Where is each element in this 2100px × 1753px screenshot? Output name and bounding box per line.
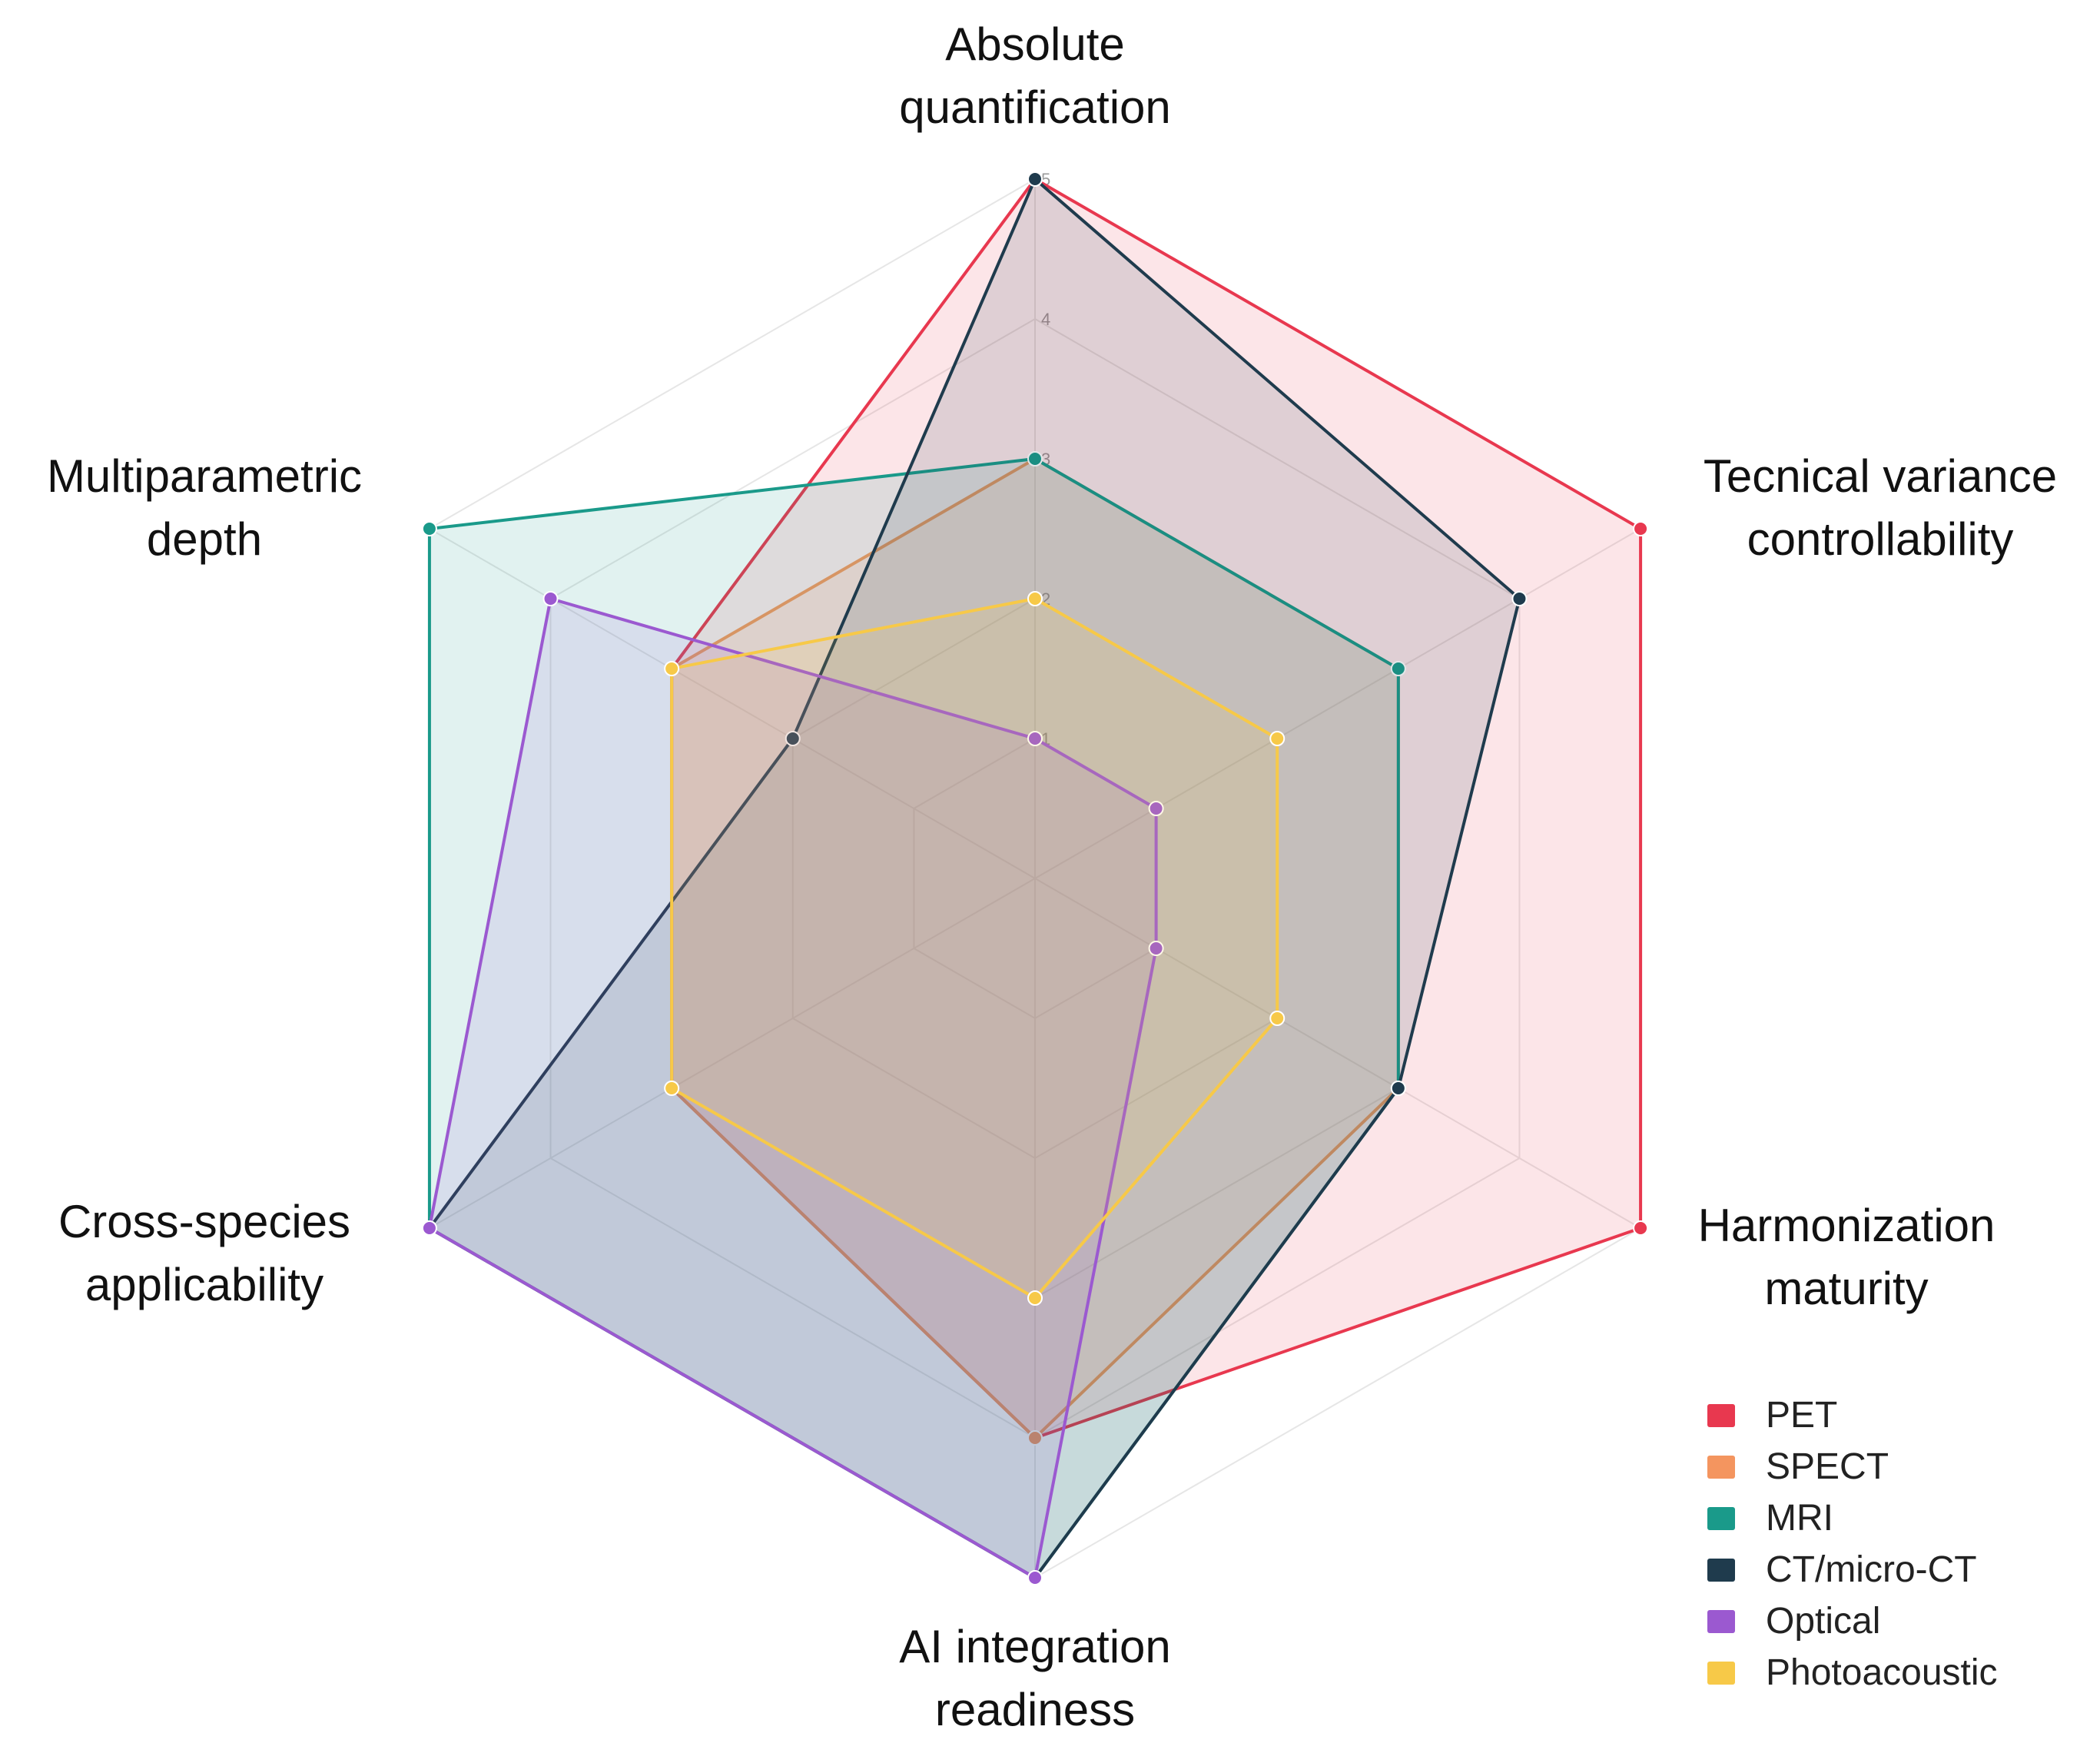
data-point	[1269, 731, 1286, 746]
data-point	[1390, 661, 1406, 676]
data-point	[1027, 591, 1043, 606]
legend-item: CT/micro-CT	[1707, 1549, 1977, 1590]
axis-label-line: Harmonization	[1698, 1200, 1995, 1251]
axis-label-line: controllability	[1747, 513, 2014, 565]
legend-swatch	[1707, 1559, 1735, 1582]
data-series	[421, 171, 1649, 1585]
axis-label-line: Absolute	[945, 18, 1125, 70]
legend-item: Photoacoustic	[1707, 1652, 1998, 1693]
legend-item: SPECT	[1707, 1446, 1889, 1487]
legend-item: MRI	[1707, 1498, 1833, 1539]
data-point	[1027, 171, 1043, 187]
grid-spoke	[429, 878, 1036, 1229]
legend-label: CT/micro-CT	[1766, 1549, 1977, 1590]
axis-label: Tecnical variance controllability	[1704, 450, 2057, 565]
tick-label: 4	[1041, 310, 1050, 329]
legend-item: Optical	[1707, 1601, 1880, 1642]
axis-label-line: depth	[147, 513, 262, 565]
axis-label-line: Tecnical variance	[1704, 450, 2057, 502]
data-point	[1027, 1570, 1043, 1585]
data-point	[1390, 1081, 1406, 1096]
data-point	[1148, 941, 1164, 956]
axis-label: Cross-species applicability	[58, 1196, 350, 1310]
data-point	[542, 591, 559, 606]
series-optical	[421, 591, 1164, 1585]
data-point	[785, 731, 801, 746]
data-point	[1027, 451, 1043, 466]
legend-item: PET	[1707, 1395, 1837, 1436]
legend-swatch	[1707, 1404, 1735, 1427]
grid-spoke	[1034, 878, 1641, 1229]
data-point	[1269, 1011, 1286, 1026]
axis-label: Absolute quantification	[899, 18, 1171, 133]
grid-spoke	[1034, 528, 1641, 879]
axis-label-line: readiness	[935, 1684, 1135, 1735]
data-point	[1148, 801, 1164, 816]
axis-label-line: AI integration	[899, 1621, 1171, 1672]
legend-swatch	[1707, 1456, 1735, 1479]
axis-label-line: maturity	[1764, 1263, 1928, 1314]
axis-label: Harmonization maturity	[1698, 1200, 1995, 1314]
legend-label: MRI	[1766, 1498, 1833, 1539]
legend-label: Photoacoustic	[1766, 1652, 1998, 1693]
data-point	[421, 1220, 437, 1236]
axis-label-line: quantification	[899, 81, 1171, 133]
data-point	[1633, 521, 1649, 536]
axis-label-line: Multiparametric	[47, 450, 362, 502]
data-point	[1027, 1290, 1043, 1306]
series-photoacoustic	[664, 591, 1286, 1306]
axis-label-line: applicability	[85, 1259, 323, 1310]
data-point	[1633, 1220, 1649, 1236]
data-point	[664, 1081, 680, 1096]
legend-swatch	[1707, 1662, 1735, 1685]
data-point	[1511, 591, 1528, 606]
axis-label: AI integration readiness	[899, 1621, 1171, 1735]
legend-label: SPECT	[1766, 1446, 1889, 1487]
axis-label: Multiparametric depth	[47, 450, 362, 565]
axis-labels: Absolute quantification Tecnical variance c…	[47, 18, 2057, 1735]
axis-label-line: Cross-species	[58, 1196, 350, 1247]
data-point	[664, 661, 680, 676]
legend: PET SPECT MRI CT/micro-CT Optical Photoacoust…	[1707, 1395, 1998, 1693]
legend-swatch	[1707, 1610, 1735, 1633]
grid-spoke	[429, 528, 1036, 879]
data-point	[421, 521, 437, 536]
legend-label: Optical	[1766, 1601, 1880, 1642]
data-point	[1027, 731, 1043, 746]
data-point	[1027, 1430, 1043, 1446]
legend-swatch	[1707, 1507, 1735, 1530]
legend-label: PET	[1766, 1395, 1837, 1436]
